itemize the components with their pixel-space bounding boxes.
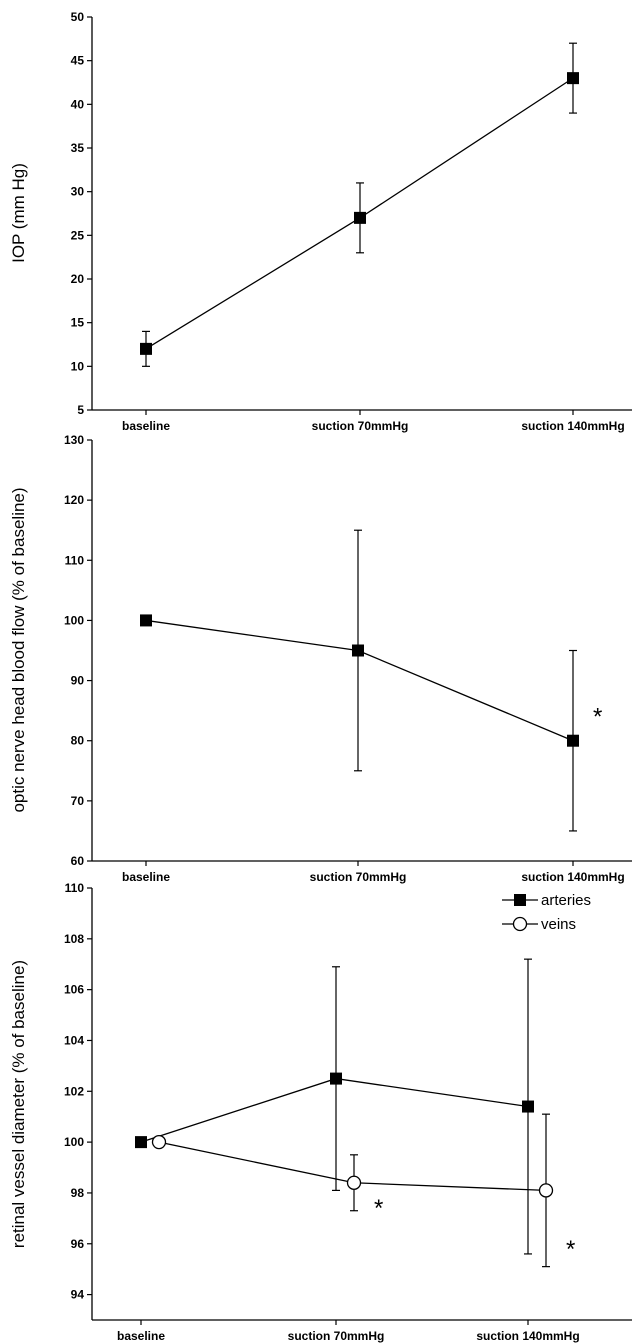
y-tick-label: 25 [71,228,85,242]
y-tick-label: 35 [71,141,85,155]
y-tick-label: 130 [64,433,84,447]
data-point-square [135,1136,147,1149]
legend-label: arteries [541,892,591,909]
y-tick-label: 15 [71,316,85,330]
x-tick-label: suction 140mmHg [476,1329,579,1343]
data-point-circle [346,1175,362,1190]
x-tick-label: suction 70mmHg [288,1329,385,1343]
x-tick-label: suction 70mmHg [312,419,409,433]
y-tick-label: 102 [64,1084,84,1098]
significance-marker: * [566,1236,575,1263]
data-point-square [352,644,364,657]
chart-panel-1: 5 10 15 20 25 30 35 40 45 50 baseline suction 70mmH… [9,10,632,433]
series-line [145,619,574,742]
x-tick-label: baseline [122,870,170,884]
x-tick-label: suction 140mmHg [521,870,624,884]
legend-marker-square [514,894,526,906]
y-tick-label: 100 [64,1135,84,1149]
legend-marker-circle [512,916,528,932]
significance-marker: * [593,704,602,731]
legend: arteries veins [502,892,591,933]
y-tick-label: 104 [64,1033,84,1047]
data-point-square [140,342,152,355]
y-tick-label: 98 [71,1186,85,1200]
y-axis-title: retinal vessel diameter (% of baseline) [9,960,28,1248]
y-tick-label: 5 [77,403,84,417]
y-tick-label: 30 [71,185,85,199]
y-tick-label: 10 [71,359,85,373]
y-tick-label: 96 [71,1237,85,1251]
x-tick-label: baseline [117,1329,165,1343]
data-point-square [330,1072,342,1085]
x-tick-label: suction 140mmHg [521,419,624,433]
y-tick-label: 94 [71,1288,85,1302]
y-tick-label: 45 [71,54,85,68]
y-tick-label: 120 [64,493,84,507]
y-tick-label: 20 [71,272,85,286]
y-tick-label: 110 [65,553,85,567]
significance-marker: * [374,1195,383,1222]
y-tick-label: 100 [64,613,84,627]
x-tick-label: baseline [122,419,170,433]
series-line [140,1077,529,1143]
x-tick-label: suction 70mmHg [310,870,407,884]
y-tick-label: 50 [71,10,85,24]
data-point-circle [538,1183,554,1198]
legend-label: veins [541,916,576,933]
y-tick-label: 90 [71,674,85,688]
y-axis-title: IOP (mm Hg) [9,163,28,263]
data-point-square [140,614,152,627]
y-tick-label: 80 [71,734,85,748]
data-point-square [567,72,579,85]
y-tick-label: 70 [71,794,85,808]
y-tick-label: 40 [71,97,85,111]
data-point-circle [151,1134,167,1150]
chart-panel-3: 94 96 98 100 102 104 106 108 110 baseline suction … [9,881,632,1343]
y-tick-label: 108 [64,932,84,946]
y-tick-label: 110 [65,881,85,895]
y-tick-label: 106 [64,983,84,997]
data-point-square [354,211,366,224]
chart-panel-2: 60 70 80 90 100 110 120 130 baseline suction 70mm… [9,433,632,884]
data-point-square [522,1100,534,1113]
y-tick-label: 60 [71,854,85,868]
data-point-square [567,734,579,747]
y-axis-title: optic nerve head blood flow (% of baseli… [9,487,28,812]
